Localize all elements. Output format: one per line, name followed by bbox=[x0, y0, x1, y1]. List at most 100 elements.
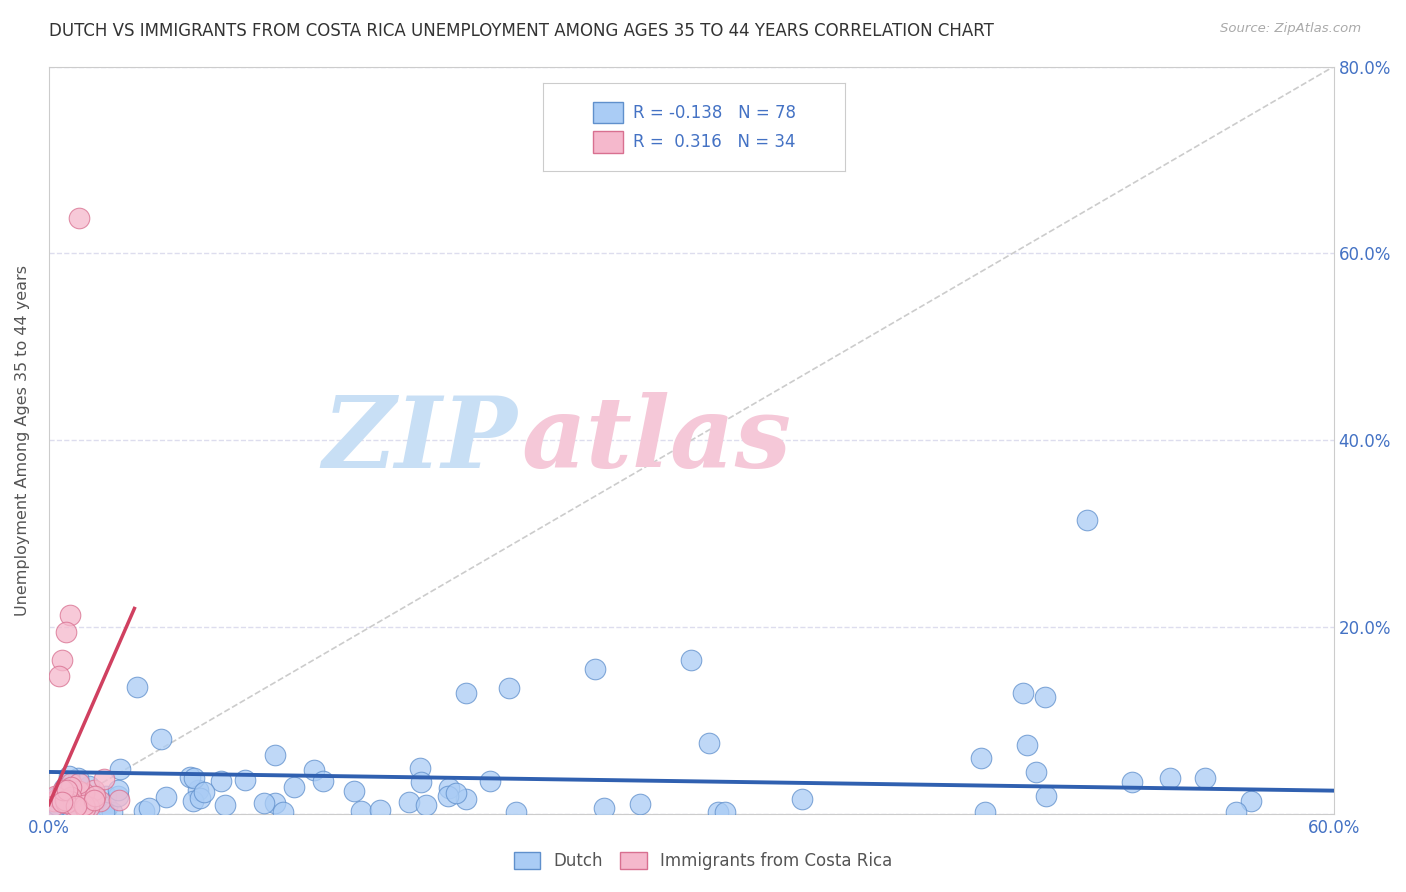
Point bbox=[790, 792, 813, 806]
Point bbox=[1015, 739, 1038, 753]
Text: ZIP: ZIP bbox=[323, 392, 517, 489]
Point bbox=[1035, 789, 1057, 803]
Point bbox=[55, 624, 77, 639]
Point bbox=[77, 800, 100, 814]
Point bbox=[368, 803, 391, 817]
Point bbox=[505, 805, 527, 819]
Point bbox=[48, 669, 70, 683]
Point bbox=[264, 748, 287, 763]
Point bbox=[72, 786, 94, 800]
Point bbox=[478, 773, 501, 788]
Point bbox=[55, 796, 77, 810]
Point bbox=[456, 792, 478, 806]
Point bbox=[58, 769, 80, 783]
Point bbox=[398, 795, 420, 809]
Point bbox=[67, 211, 90, 225]
Point bbox=[209, 774, 232, 789]
Point bbox=[73, 798, 96, 813]
Point bbox=[53, 793, 76, 807]
Point bbox=[304, 764, 326, 778]
Point bbox=[108, 762, 131, 776]
Point bbox=[51, 795, 73, 809]
Point bbox=[681, 653, 703, 667]
Point bbox=[444, 786, 467, 800]
Point bbox=[350, 805, 373, 819]
Point bbox=[67, 772, 90, 786]
Point bbox=[628, 797, 651, 811]
Point bbox=[311, 773, 333, 788]
Point bbox=[181, 795, 204, 809]
Point bbox=[456, 685, 478, 699]
Point bbox=[409, 761, 432, 775]
Point bbox=[53, 781, 76, 796]
Point bbox=[52, 782, 75, 797]
Point bbox=[41, 795, 63, 809]
Point bbox=[46, 797, 69, 812]
Point bbox=[60, 792, 83, 806]
Point bbox=[75, 801, 97, 815]
Point bbox=[79, 779, 101, 793]
Point bbox=[233, 773, 256, 788]
Point bbox=[138, 801, 160, 815]
Point bbox=[713, 805, 735, 819]
Point bbox=[101, 805, 124, 819]
Point bbox=[1012, 685, 1035, 699]
Point bbox=[55, 783, 77, 797]
Point bbox=[93, 805, 115, 819]
Point bbox=[155, 789, 177, 804]
Point bbox=[66, 789, 89, 803]
Point bbox=[411, 774, 433, 789]
Point bbox=[46, 805, 69, 819]
Point bbox=[271, 805, 294, 819]
Point bbox=[1194, 772, 1216, 786]
Point bbox=[1076, 513, 1098, 527]
Point bbox=[498, 681, 520, 695]
Point bbox=[707, 805, 730, 819]
Text: Source: ZipAtlas.com: Source: ZipAtlas.com bbox=[1220, 22, 1361, 36]
Point bbox=[264, 796, 287, 810]
Point bbox=[592, 800, 614, 814]
Point bbox=[150, 731, 173, 746]
Point bbox=[179, 770, 201, 784]
Point bbox=[583, 662, 606, 676]
Point bbox=[1240, 794, 1263, 808]
Point bbox=[42, 799, 65, 814]
Point bbox=[62, 798, 84, 813]
Point bbox=[60, 775, 83, 789]
Point bbox=[96, 800, 118, 814]
Point bbox=[1033, 690, 1056, 705]
Point bbox=[134, 804, 156, 818]
Point bbox=[127, 680, 149, 694]
Point bbox=[44, 789, 66, 804]
Point bbox=[343, 784, 366, 798]
Point bbox=[60, 802, 83, 816]
Point bbox=[44, 794, 66, 808]
Point bbox=[60, 790, 83, 805]
Point bbox=[67, 775, 90, 789]
Point bbox=[974, 805, 997, 819]
Point bbox=[1025, 765, 1047, 780]
Point bbox=[93, 772, 115, 786]
Point bbox=[59, 794, 82, 808]
Point bbox=[214, 797, 236, 812]
Point bbox=[67, 784, 90, 798]
Point bbox=[437, 781, 460, 796]
Point bbox=[89, 794, 111, 808]
Point bbox=[1121, 774, 1143, 789]
Point bbox=[46, 792, 69, 806]
Text: atlas: atlas bbox=[522, 392, 792, 489]
Point bbox=[39, 800, 62, 814]
Point bbox=[67, 796, 90, 810]
Point bbox=[1159, 771, 1181, 785]
Legend: Dutch, Immigrants from Costa Rica: Dutch, Immigrants from Costa Rica bbox=[508, 845, 898, 877]
Point bbox=[107, 793, 129, 807]
Point bbox=[187, 783, 209, 797]
Point bbox=[193, 785, 215, 799]
Point bbox=[45, 790, 67, 805]
Point bbox=[183, 771, 205, 785]
Point bbox=[42, 799, 65, 814]
Point bbox=[83, 796, 105, 810]
Text: DUTCH VS IMMIGRANTS FROM COSTA RICA UNEMPLOYMENT AMONG AGES 35 TO 44 YEARS CORRE: DUTCH VS IMMIGRANTS FROM COSTA RICA UNEM… bbox=[49, 22, 994, 40]
Point bbox=[51, 653, 73, 667]
Point bbox=[970, 751, 993, 765]
